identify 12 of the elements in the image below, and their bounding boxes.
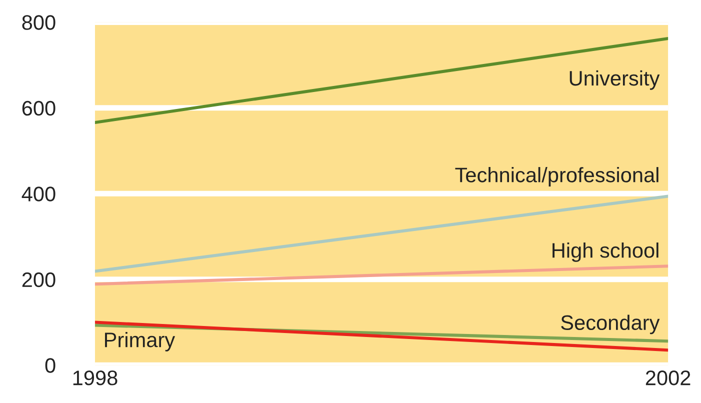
x-tick-label: 1998 [73, 370, 118, 386]
series-label: Technical/professional [455, 167, 658, 186]
y-tick-label: 200 [22, 272, 56, 288]
y-tick-label: 400 [22, 186, 56, 202]
y-tick-label: 600 [22, 100, 56, 116]
x-tick-label: 2002 [646, 370, 690, 386]
series-label: High school [552, 242, 658, 262]
series-label: Secondary [561, 314, 660, 334]
series-label: University [570, 70, 660, 90]
series-label: Primary [105, 332, 176, 352]
y-tick-label: 800 [22, 15, 56, 30]
y-tick-label: 0 [45, 358, 56, 373]
